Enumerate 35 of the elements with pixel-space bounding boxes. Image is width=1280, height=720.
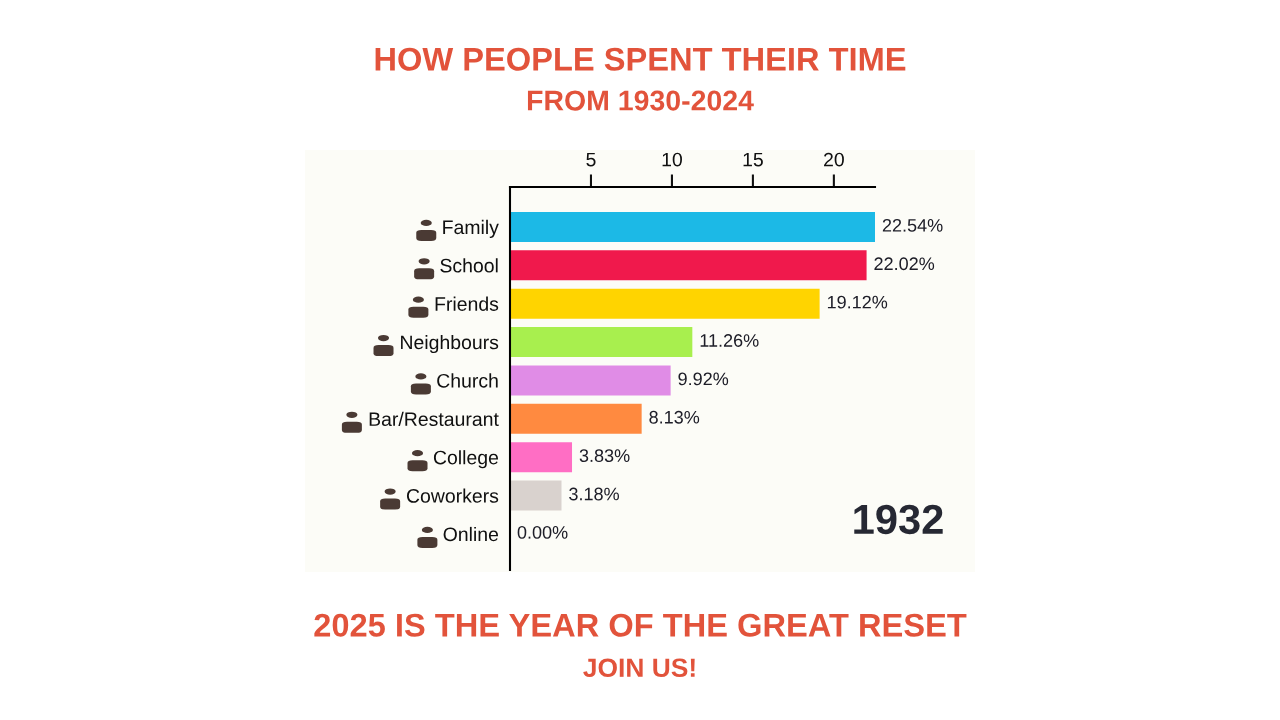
chart-subtitle: FROM 1930-2024: [527, 90, 754, 111]
y-tick-label: Online: [443, 526, 499, 542]
y-tick-label: Coworkers: [406, 488, 499, 503]
x-tick-label: 20: [824, 152, 844, 167]
bar: [510, 327, 693, 358]
x-tick-label: 5: [586, 152, 596, 167]
chart-title: HOW PEOPLE SPENT THEIR TIME: [375, 47, 906, 71]
bar: [510, 442, 573, 473]
bar: [510, 365, 671, 396]
data-label: 3.18%: [569, 487, 619, 501]
data-label: 11.26%: [700, 334, 759, 347]
bar: [510, 211, 875, 242]
x-tick-label: 10: [662, 152, 682, 167]
data-label: 22.54%: [882, 218, 943, 232]
bar: [510, 288, 820, 319]
data-label: 8.13%: [649, 410, 700, 424]
bar: [510, 403, 642, 434]
y-tick-label: College: [433, 450, 499, 469]
annotation: 1932: [854, 504, 943, 535]
text: JOIN US!: [583, 658, 695, 678]
y-tick-label: Friends: [435, 296, 499, 311]
y-tick-label: Family: [443, 219, 499, 238]
text: 2025 IS THE YEAR OF THE GREAT RESET: [314, 613, 967, 637]
x-tick-label: 15: [743, 152, 763, 167]
y-tick-label: Bar/Restaurant: [369, 411, 499, 427]
y-tick-label: School: [440, 258, 498, 273]
y-tick-label: Neighbours: [401, 335, 499, 354]
bar: [510, 480, 562, 511]
data-label: 19.12%: [827, 295, 888, 309]
bar: [510, 250, 867, 281]
data-label: 22.02%: [874, 257, 935, 271]
data-label: 0.00%: [517, 525, 568, 539]
data-label: 3.83%: [579, 449, 630, 463]
data-label: 9.92%: [678, 372, 729, 386]
y-tick-label: Church: [437, 373, 498, 388]
